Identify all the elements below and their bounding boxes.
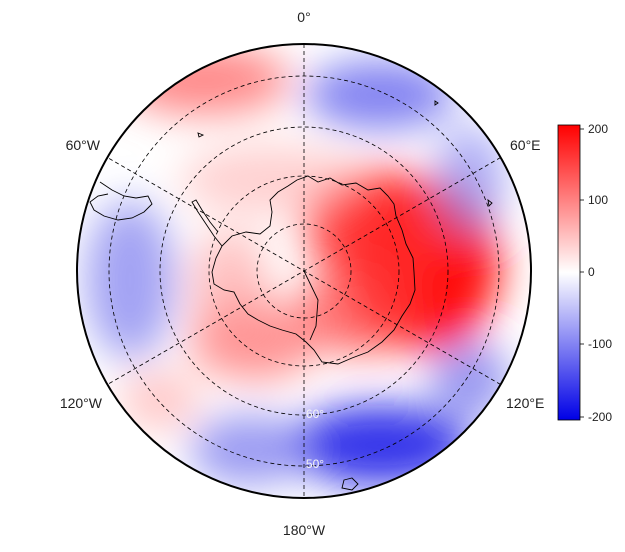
latitude-labels: 60° 50° <box>306 407 324 471</box>
colorbar: 200 100 0 -100 -200 <box>557 122 612 424</box>
ross-ice-shelf <box>303 270 319 341</box>
colorbar-tick-neg200: -200 <box>588 410 612 424</box>
longitude-labels: 0° 60°E 120°E 180°W 120°W 60°W <box>60 9 544 538</box>
lon-label-120e: 120°E <box>506 395 544 411</box>
antarctica-coastline <box>211 175 416 365</box>
small-island-east <box>487 198 493 207</box>
lon-label-60w: 60°W <box>66 137 101 153</box>
colorbar-gradient <box>557 124 581 421</box>
coastline <box>89 100 493 491</box>
colorbar-tick-200: 200 <box>588 122 608 136</box>
south-america-tip <box>89 181 153 221</box>
lon-label-0: 0° <box>297 9 310 25</box>
map-boundary <box>76 43 532 499</box>
small-island-nw <box>197 132 205 138</box>
anomaly-field <box>77 44 531 498</box>
antarctic-peninsula <box>191 199 223 247</box>
graticule <box>107 44 501 498</box>
lat-label-50: 50° <box>306 457 324 471</box>
colorbar-tick-100: 100 <box>588 193 608 207</box>
new-zealand-island <box>341 477 359 491</box>
lat-label-60: 60° <box>306 407 324 421</box>
lon-label-120w: 120°W <box>60 395 103 411</box>
lon-label-180w: 180°W <box>283 522 326 538</box>
lon-label-60e: 60°E <box>510 137 541 153</box>
colorbar-tick-0: 0 <box>588 265 595 279</box>
colorbar-tick-neg100: -100 <box>588 337 612 351</box>
small-island-north <box>434 100 439 106</box>
